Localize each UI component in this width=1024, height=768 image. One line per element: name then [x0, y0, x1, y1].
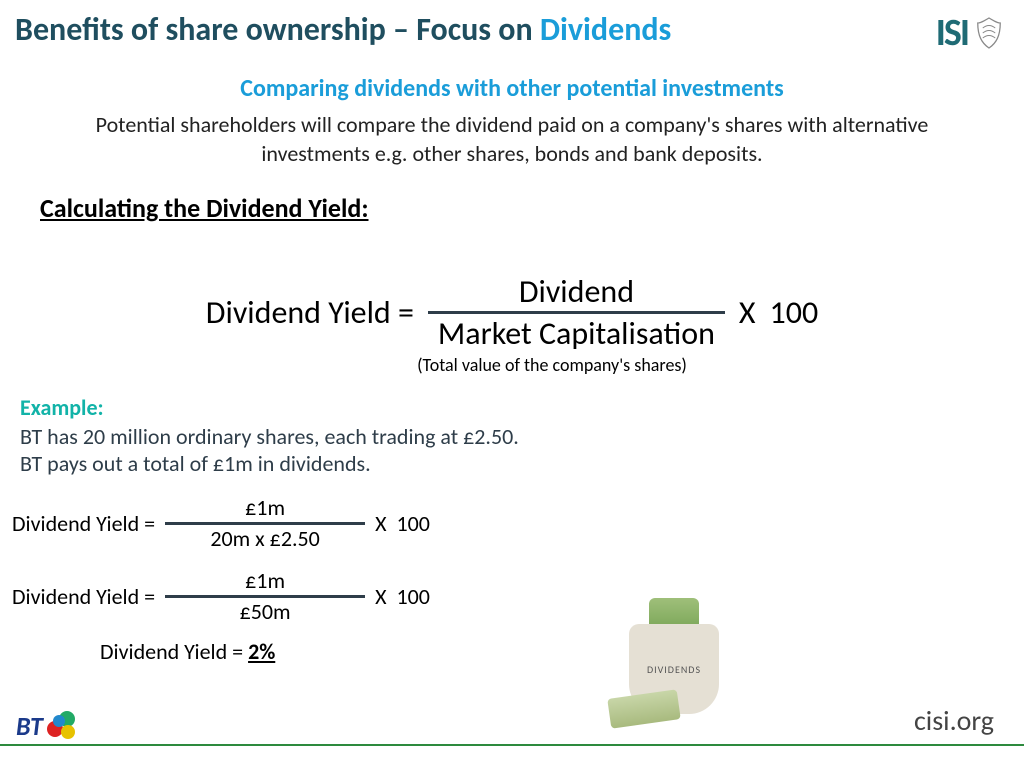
- bt-logo: BT: [16, 710, 77, 742]
- result-line: Dividend Yield = 2%: [100, 638, 1024, 665]
- logo-text: ISI: [936, 10, 968, 56]
- bottom-rule: [0, 744, 1024, 746]
- cisi-logo: ISI: [936, 10, 1004, 56]
- calc1-times: X: [375, 510, 386, 537]
- capitalisation-note: (Total value of the company's shares): [80, 354, 1024, 376]
- calc2-num: £1m: [235, 569, 295, 595]
- crest-icon: [974, 15, 1004, 51]
- money-bag-image: DIVIDENDS: [614, 598, 734, 738]
- calc1-den: 20m x £2.50: [200, 525, 330, 551]
- section-heading: Calculating the Dividend Yield:: [40, 192, 1024, 224]
- calc2-times: X: [375, 583, 386, 610]
- main-formula: Dividend Yield = Dividend Market Capital…: [0, 274, 1024, 351]
- bt-globe-icon: [47, 711, 77, 741]
- title-part1: Benefits of share ownership – Focus on: [15, 10, 540, 49]
- calc1-num: £1m: [235, 496, 295, 522]
- calc2-lhs: Dividend Yield =: [12, 583, 155, 610]
- subtitle: Comparing dividends with other potential…: [0, 74, 1024, 103]
- formula-fraction: Dividend Market Capitalisation: [428, 274, 725, 351]
- formula-hundred: 100: [770, 293, 819, 332]
- footer-url: cisi.org: [914, 703, 994, 738]
- result-lhs: Dividend Yield =: [100, 638, 248, 665]
- calc1-lhs: Dividend Yield =: [12, 510, 155, 537]
- formula-numerator: Dividend: [509, 274, 644, 311]
- result-value: 2%: [248, 638, 275, 665]
- bt-text: BT: [16, 710, 43, 742]
- calc-step-2: Dividend Yield = £1m £50m X 100: [12, 569, 1024, 624]
- example-text: BT has 20 million ordinary shares, each …: [20, 423, 544, 478]
- intro-text: Potential shareholders will compare the …: [60, 111, 964, 168]
- calc1-hundred: 100: [397, 510, 430, 537]
- formula-denominator: Market Capitalisation: [428, 314, 725, 351]
- title-row: Benefits of share ownership – Focus on D…: [0, 0, 1024, 56]
- formula-times: X: [739, 293, 756, 332]
- calc2-hundred: 100: [397, 583, 430, 610]
- bills-icon: [607, 689, 680, 728]
- bag-body: DIVIDENDS: [629, 624, 719, 714]
- calc2-den: £50m: [230, 598, 301, 624]
- bag-label: DIVIDENDS: [647, 663, 701, 676]
- calc2-fraction: £1m £50m: [165, 569, 365, 624]
- calc-step-1: Dividend Yield = £1m 20m x £2.50 X 100: [12, 496, 1024, 551]
- calc1-fraction: £1m 20m x £2.50: [165, 496, 365, 551]
- title-part2: Dividends: [540, 10, 671, 49]
- formula-lhs: Dividend Yield =: [206, 293, 414, 332]
- example-label: Example:: [20, 394, 1024, 421]
- page-title: Benefits of share ownership – Focus on D…: [15, 10, 671, 49]
